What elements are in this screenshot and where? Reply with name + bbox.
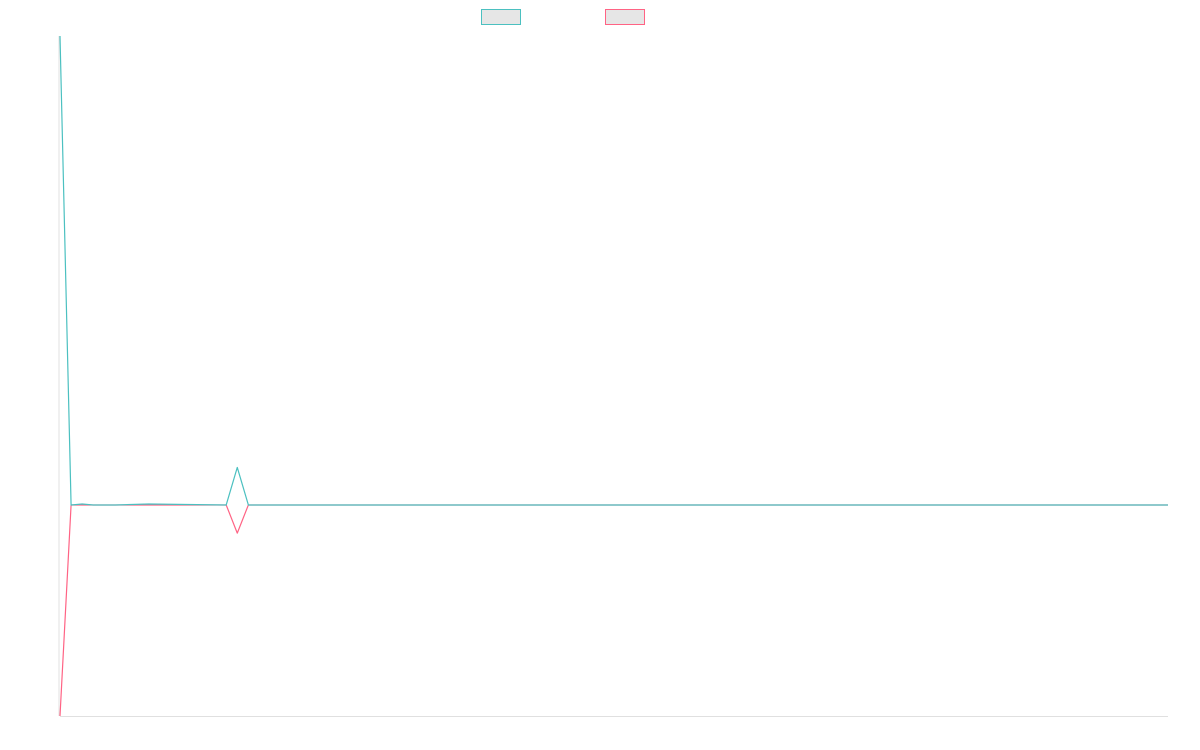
legend-swatch-series-1[interactable] [481, 9, 521, 25]
series-line-1 [59, 35, 1168, 506]
series-line-2 [59, 504, 1168, 717]
series-layer [59, 35, 1168, 717]
legend-swatch-series-2[interactable] [605, 9, 645, 25]
